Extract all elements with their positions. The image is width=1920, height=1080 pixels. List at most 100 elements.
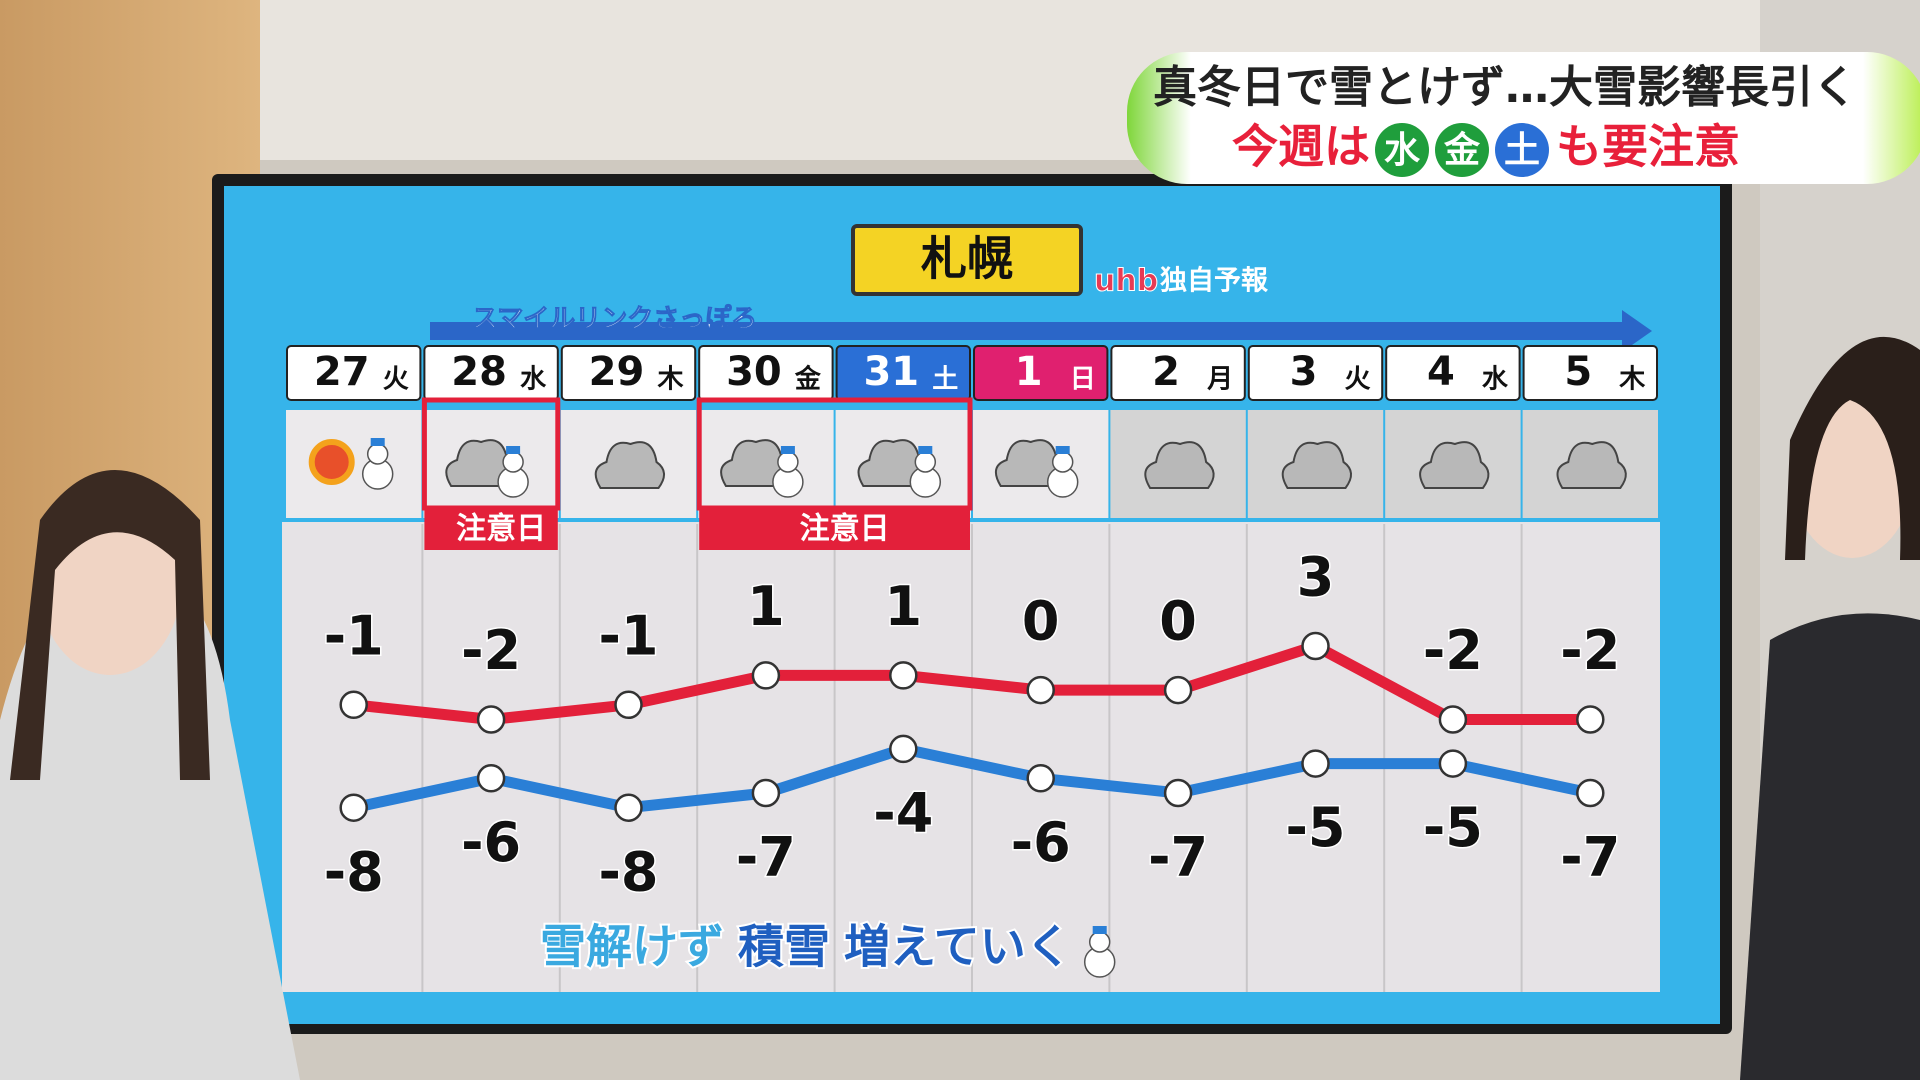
temp-label: 1 [885,575,923,638]
temp-label: -4 [873,782,933,845]
date-cell [286,345,422,401]
day-badge [1495,123,1549,177]
caption-line2: 今週は水金土も要注意 [1232,120,1740,177]
weekday-label: 土 [932,365,958,395]
snowman-hat [506,446,521,454]
date-label: 2 [1152,349,1180,395]
presenter-right [1740,613,1920,1080]
temp-label: -1 [324,604,384,667]
date-label: 28 [451,349,507,395]
weekday-label: 木 [656,365,683,395]
temp-dot [1026,675,1055,705]
temp-line [352,743,1592,814]
snowman-head [1051,451,1074,473]
temp-label: -5 [1423,796,1483,859]
footnote-text: 増えていく [844,920,1072,974]
footnote-text: 積雪 [738,920,830,974]
temp-dot [476,764,506,793]
date-label: 4 [1427,349,1455,395]
snowman-head [914,451,937,473]
source-note: 独自予報 [1160,265,1269,297]
cloud-icon [1556,441,1627,489]
temp-dot [614,793,643,822]
weekday-label: 火 [1344,365,1370,395]
temp-label: -5 [1286,796,1346,859]
sun-icon [308,439,355,485]
date-label: 3 [1290,349,1318,395]
temp-label: 0 [1159,590,1197,653]
temp-label: -2 [461,619,521,682]
temp-label: -1 [599,604,659,667]
caution-tag [699,506,970,550]
temp-label: 1 [747,575,785,638]
temp-label: -2 [1560,619,1620,682]
chart-title: 札幌 [921,232,1013,286]
date-label: 5 [1564,349,1592,395]
date-label: 31 [863,349,919,395]
snowman-head [366,443,389,465]
temp-dot [339,690,368,720]
day-badge-text: 金 [1443,129,1481,171]
snowman-hat [1092,926,1107,934]
temp-label: -7 [1560,826,1620,889]
temp-label: -7 [736,826,796,889]
weekday-label: 日 [1070,365,1096,395]
day-badge [1435,123,1489,177]
temp-dot [614,690,643,720]
date-label: 27 [314,349,370,395]
title-box [851,224,1083,296]
caption-text: 今週は [1232,120,1370,174]
temp-dot [889,734,918,764]
temp-dot [1301,749,1330,778]
date-cell [560,345,697,401]
footnote-text: 雪解けず [540,920,724,974]
temp-dot [1576,705,1605,734]
date-cell [1385,345,1521,401]
weekday-label: 金 [794,364,822,395]
caution-text: 注意日 [800,512,890,547]
weekday-label: 月 [1206,365,1233,395]
snowman-hat [370,438,385,446]
temp-label: -2 [1423,619,1483,682]
temp-dot [339,793,368,822]
snowman-hat [918,446,933,454]
day-badge-text: 土 [1504,130,1540,171]
caption-box [1127,52,1920,184]
day-badge-text: 水 [1384,130,1421,171]
weekday-label: 水 [520,365,547,395]
date-cell [1522,345,1658,401]
temp-dot [1026,764,1055,793]
temp-dot [889,661,918,690]
temp-dot [476,705,506,734]
date-cell [1247,345,1384,401]
date-label: 30 [726,349,782,395]
caption-line1: 真冬日で雪とけず…大雪影響長引く [1153,62,1857,113]
snowman-hat [780,446,795,454]
temp-label: 3 [1297,546,1335,609]
temp-dot [1438,749,1468,778]
weekday-label: 火 [383,365,409,395]
temp-dot [1163,778,1193,808]
caution-tag [424,506,558,550]
date-cell [1110,345,1246,401]
cloud-icon [1281,441,1352,489]
weekday-label: 木 [1618,365,1645,395]
cloud-icon [1419,441,1490,489]
banner-text: スマイルリンクさっぽろ [472,304,757,335]
temp-dot [1301,631,1330,661]
weekday-label: 水 [1482,365,1509,395]
caution-text: 注意日 [456,512,546,547]
temp-label: -8 [324,840,384,903]
snowman-head [777,451,799,473]
presenter-right-hair [1785,336,1920,560]
snowman-head [502,451,524,473]
presenter-left [0,560,300,1080]
temp-label: -6 [1011,811,1071,874]
temp-dot [751,661,781,690]
source-logo: uhb [1094,264,1158,299]
banner-arrow [430,310,1652,352]
temp-label: -6 [461,811,521,874]
snowman-head [1088,931,1111,953]
